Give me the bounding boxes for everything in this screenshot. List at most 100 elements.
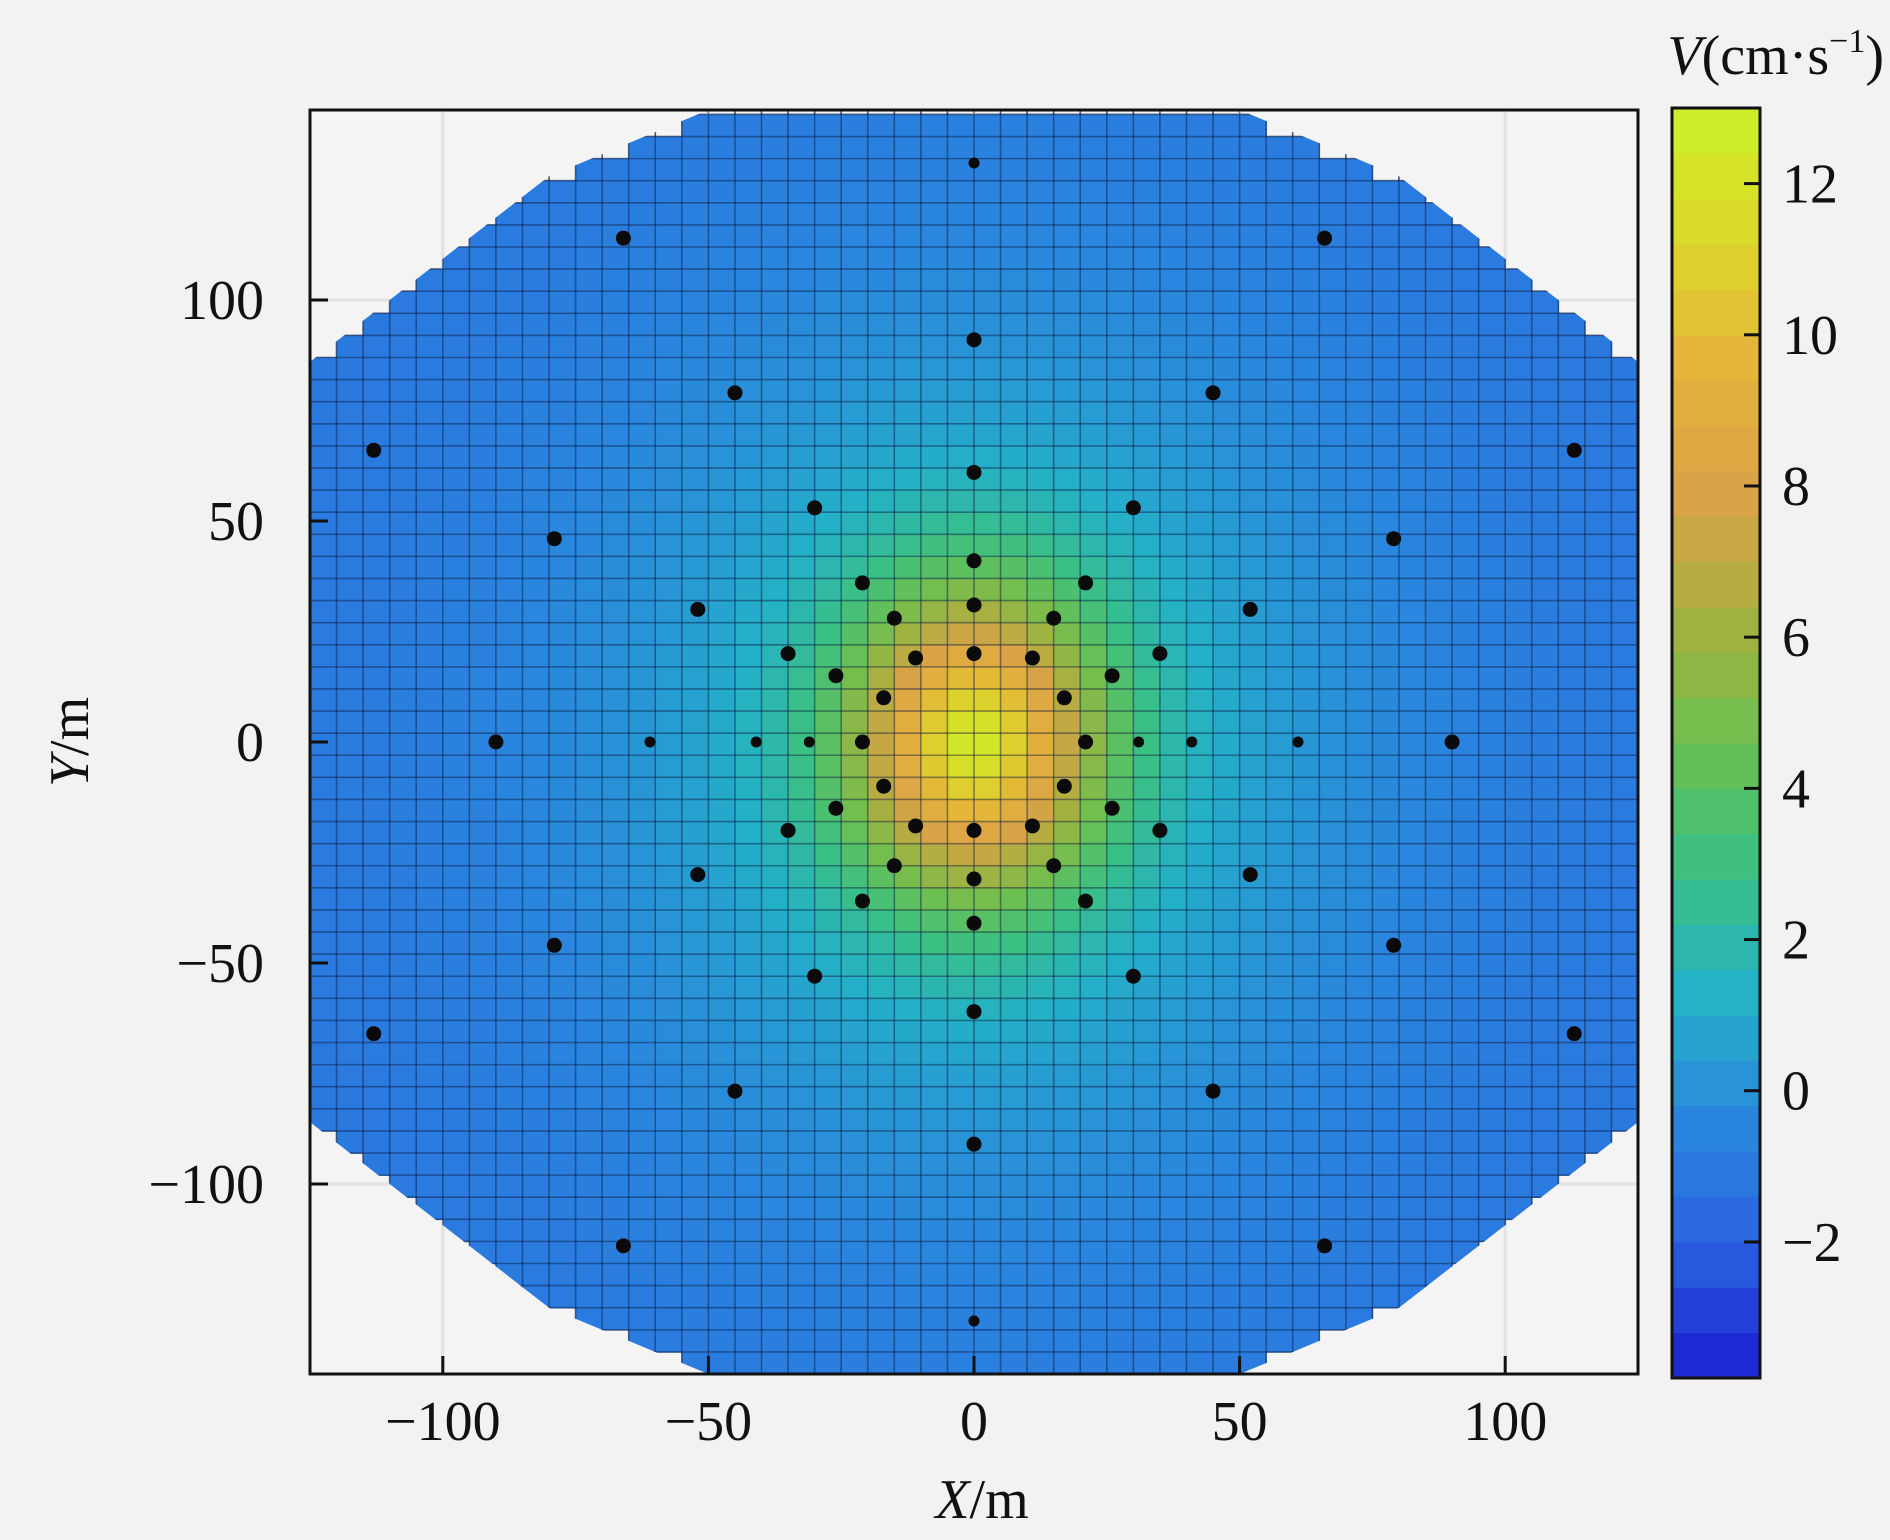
heatmap-cell — [575, 976, 603, 999]
heatmap-cell — [1345, 534, 1373, 557]
heatmap-cell — [1478, 379, 1506, 403]
heatmap-cell — [416, 711, 444, 734]
heatmap-cell — [655, 269, 683, 292]
heatmap-cell — [1345, 1042, 1373, 1066]
heatmap-cell — [1611, 1064, 1638, 1088]
heatmap-cell — [1239, 777, 1267, 801]
heatmap-cell — [1345, 644, 1373, 668]
heatmap-cell — [336, 1064, 364, 1088]
heatmap-cell — [1319, 490, 1347, 513]
heatmap-cell — [1213, 777, 1241, 801]
heatmap-cell — [1266, 1108, 1294, 1132]
heatmap-cell — [1531, 777, 1559, 801]
heatmap-cell — [1292, 821, 1320, 845]
heatmap-cell — [495, 777, 524, 801]
heatmap-cell — [1372, 1197, 1400, 1220]
heatmap-cell — [1425, 1042, 1453, 1066]
heatmap-cell — [1478, 1042, 1506, 1066]
heatmap-cell — [336, 1020, 364, 1044]
heatmap-cell — [841, 622, 869, 646]
heatmap-cell — [1213, 1108, 1241, 1132]
heatmap-cell — [1372, 887, 1400, 911]
heatmap-cell — [1213, 1064, 1241, 1088]
heatmap-cell — [947, 1064, 975, 1088]
heatmap-cell — [1505, 976, 1533, 999]
heatmap-cell — [469, 1153, 497, 1176]
heatmap-cell — [974, 512, 1002, 535]
heatmap-cell — [1398, 1197, 1427, 1220]
heatmap-cell — [788, 401, 816, 425]
heatmap-cell — [1106, 1197, 1134, 1220]
heatmap-cell — [1505, 622, 1533, 646]
heatmap-cell — [894, 1042, 922, 1066]
heatmap-cell — [575, 821, 603, 845]
heatmap-cell — [1106, 755, 1134, 778]
heatmap-cell — [708, 799, 736, 823]
heatmap-cell — [1106, 998, 1134, 1022]
heatmap-cell — [1186, 202, 1214, 226]
heatmap-cell — [655, 976, 683, 999]
heatmap-cell — [495, 932, 524, 955]
heatmap-cell — [1159, 512, 1188, 535]
heatmap-cell — [310, 467, 338, 491]
heatmap-cell — [310, 379, 338, 403]
heatmap-cell — [1080, 799, 1108, 823]
heatmap-cell — [549, 423, 577, 447]
heatmap-cell — [1000, 247, 1028, 270]
heatmap-cell — [1186, 1130, 1214, 1154]
heatmap-cell — [761, 136, 789, 160]
heatmap-cell — [734, 1064, 763, 1088]
measurement-point — [488, 734, 504, 750]
heatmap-cell — [1000, 357, 1028, 381]
heatmap-cell — [1080, 1086, 1108, 1110]
heatmap-cell — [920, 976, 949, 999]
heatmap-cell — [867, 534, 895, 557]
heatmap-cell — [1027, 733, 1055, 756]
heatmap-cell — [522, 269, 550, 292]
heatmap-cell — [416, 1086, 444, 1110]
heatmap-cell — [1478, 755, 1506, 778]
heatmap-cell — [336, 887, 364, 911]
heatmap-cell — [920, 291, 949, 314]
heatmap-cell — [974, 423, 1002, 447]
heatmap-cell — [522, 401, 550, 425]
heatmap-cell — [1053, 269, 1081, 292]
heatmap-cell — [1292, 622, 1320, 646]
heatmap-cell — [974, 1064, 1002, 1088]
heatmap-cell — [947, 799, 975, 823]
heatmap-cell — [1425, 887, 1453, 911]
heatmap-cell — [1478, 688, 1506, 712]
heatmap-cell — [1080, 843, 1108, 867]
heatmap-cell — [416, 843, 444, 867]
heatmap-cell — [1345, 423, 1373, 447]
heatmap-cell — [549, 711, 577, 734]
heatmap-cell — [1425, 1175, 1453, 1198]
heatmap-cell — [495, 998, 524, 1022]
heatmap-cell — [947, 1042, 975, 1066]
heatmap-cell — [1106, 202, 1134, 226]
heatmap-cell — [628, 335, 656, 359]
heatmap-cell — [1531, 998, 1559, 1022]
heatmap-cell — [1558, 556, 1586, 580]
heatmap-cell — [1186, 909, 1214, 933]
heatmap-cell — [867, 1197, 895, 1220]
heatmap-cell — [1159, 799, 1188, 823]
heatmap-cell — [708, 622, 736, 646]
heatmap-cell — [495, 401, 524, 425]
heatmap-cell — [1372, 666, 1400, 690]
heatmap-cell — [1106, 843, 1134, 867]
heatmap-cell — [1239, 114, 1267, 138]
heatmap-cell — [336, 688, 364, 712]
heatmap-cell — [602, 291, 630, 314]
heatmap-cell — [761, 976, 789, 999]
heatmap-cell — [1053, 158, 1081, 182]
heatmap-cell — [1000, 379, 1028, 403]
heatmap-cell — [1027, 556, 1055, 580]
heatmap-cell — [1106, 291, 1134, 314]
heatmap-cell — [522, 1197, 550, 1220]
heatmap-cell — [575, 534, 603, 557]
heatmap-cell — [1452, 954, 1480, 977]
heatmap-cell — [1027, 666, 1055, 690]
heatmap-cell — [814, 512, 842, 535]
heatmap-cell — [974, 313, 1002, 336]
